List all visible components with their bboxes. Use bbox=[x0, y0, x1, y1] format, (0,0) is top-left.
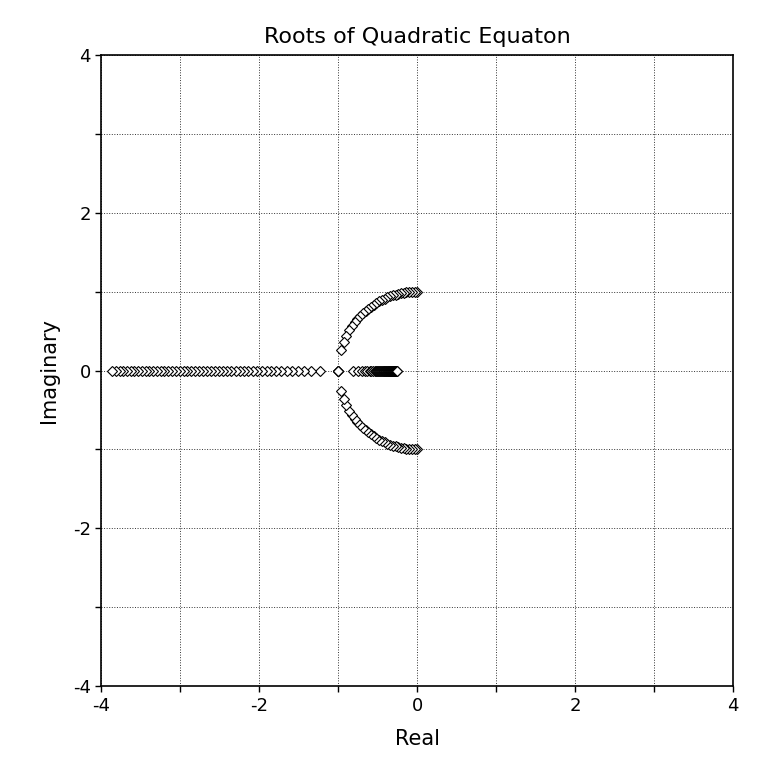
Y-axis label: Imaginary: Imaginary bbox=[39, 318, 59, 423]
X-axis label: Real: Real bbox=[395, 729, 440, 749]
Title: Roots of Quadratic Equaton: Roots of Quadratic Equaton bbox=[264, 27, 571, 48]
